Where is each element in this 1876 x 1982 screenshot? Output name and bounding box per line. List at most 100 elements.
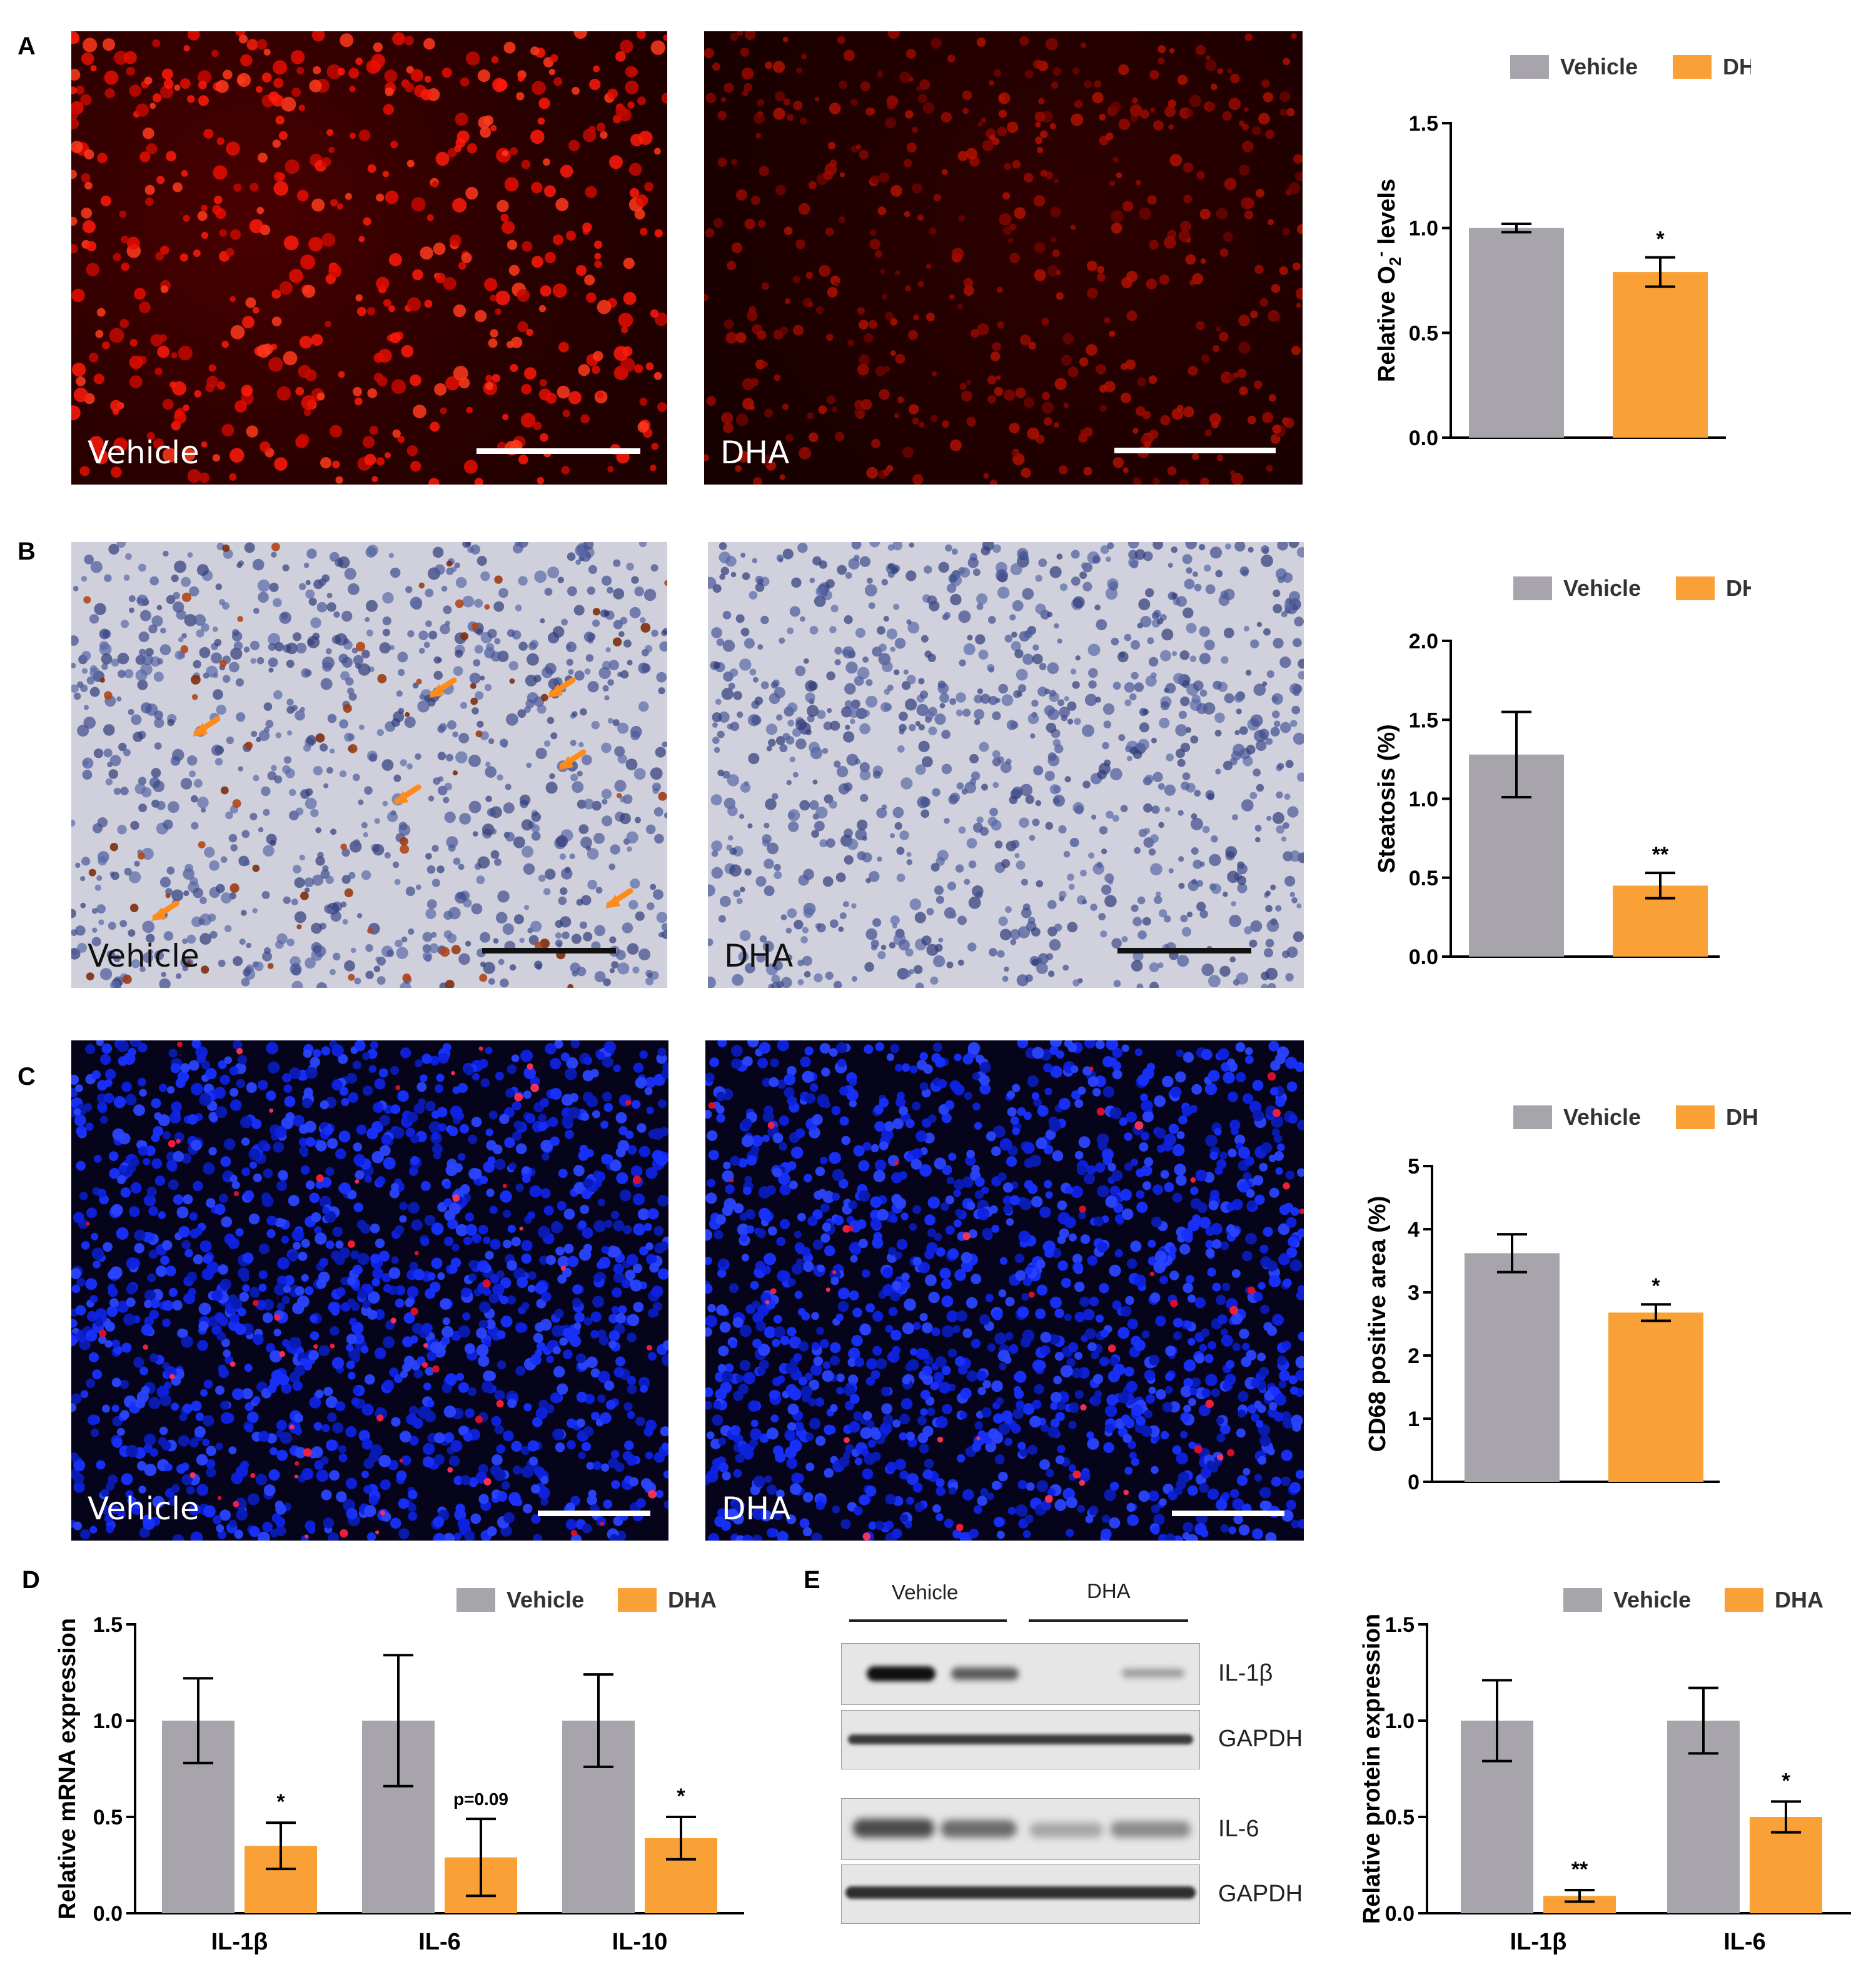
cell-dot xyxy=(515,1143,527,1155)
cell-dot xyxy=(130,820,139,830)
cell-dot xyxy=(554,1040,563,1049)
cell-dot xyxy=(1266,465,1273,472)
cell-dot xyxy=(1072,67,1080,75)
cell-dot xyxy=(376,1414,384,1422)
cell-dot xyxy=(527,1440,539,1452)
cell-dot xyxy=(1266,919,1279,932)
cell-dot xyxy=(166,151,176,162)
cell-dot xyxy=(582,1227,593,1239)
cell-dot xyxy=(100,1054,111,1065)
cell-dot xyxy=(373,42,383,53)
cell-dot xyxy=(1173,673,1184,684)
cell-dot xyxy=(829,626,837,633)
cell-dot xyxy=(123,1313,136,1326)
cell-dot xyxy=(219,1194,228,1203)
cell-dot xyxy=(500,1190,512,1203)
cell-dot xyxy=(639,398,648,406)
cell-dot xyxy=(608,1330,620,1342)
cell-dot xyxy=(101,1043,113,1054)
cell-dot xyxy=(503,802,515,814)
cell-dot xyxy=(163,819,173,830)
cell-dot xyxy=(1036,880,1044,888)
cell-dot xyxy=(1256,621,1263,627)
cell-dot xyxy=(1186,109,1194,117)
cell-dot xyxy=(321,1489,332,1501)
cell-dot xyxy=(948,574,957,583)
cell-dot xyxy=(530,1076,540,1087)
cell-dot xyxy=(866,1358,878,1370)
cell-dot xyxy=(484,604,490,610)
cell-dot xyxy=(1273,314,1281,322)
cell-dot xyxy=(865,107,874,116)
cell-dot xyxy=(597,1052,605,1060)
cell-dot xyxy=(1279,91,1291,103)
cell-dot xyxy=(484,683,492,692)
arrow-head-icon xyxy=(548,684,563,698)
cell-dot xyxy=(178,636,184,643)
cell-dot xyxy=(1082,581,1092,591)
cell-dot xyxy=(1254,825,1262,832)
cell-dot xyxy=(550,54,558,63)
cell-dot xyxy=(1293,931,1304,942)
cell-dot xyxy=(883,469,890,476)
cell-dot xyxy=(281,1117,294,1130)
cell-dot xyxy=(234,1497,247,1511)
cell-dot xyxy=(243,646,250,653)
cell-dot xyxy=(413,1103,425,1114)
cell-dot xyxy=(399,1202,408,1210)
cell-dot xyxy=(1243,625,1249,631)
cell-dot xyxy=(500,1315,513,1328)
cell-dot xyxy=(834,760,841,768)
cell-dot xyxy=(661,630,667,636)
cell-dot xyxy=(626,1254,638,1266)
cell-dot xyxy=(656,1053,667,1064)
cell-dot xyxy=(855,144,862,150)
cell-dot xyxy=(421,1054,432,1064)
cell-dot xyxy=(1183,607,1194,618)
cell-dot xyxy=(501,1481,510,1490)
cell-dot xyxy=(576,898,583,906)
cell-dot xyxy=(530,46,540,56)
cell-dot xyxy=(760,681,769,690)
cell-dot xyxy=(126,1297,136,1307)
cell-dot xyxy=(710,794,722,806)
cell-dot xyxy=(131,959,141,968)
cell-dot xyxy=(152,93,162,103)
cell-dot xyxy=(772,793,779,800)
cell-dot xyxy=(183,214,190,222)
cell-dot xyxy=(1176,1174,1187,1186)
cell-dot xyxy=(417,1406,430,1419)
cell-dot xyxy=(637,1208,650,1220)
cell-dot xyxy=(232,1388,244,1401)
cell-dot xyxy=(909,404,919,415)
cell-dot xyxy=(507,1399,517,1409)
cell-dot xyxy=(198,95,209,106)
cell-dot xyxy=(735,332,747,343)
cell-dot xyxy=(109,1266,123,1279)
cell-dot xyxy=(822,1222,832,1232)
cell-dot xyxy=(222,544,230,552)
cell-dot xyxy=(1140,109,1149,119)
cell-dot xyxy=(378,1454,391,1467)
cell-dot xyxy=(630,1279,642,1292)
cell-dot xyxy=(1088,668,1098,678)
cell-dot xyxy=(656,912,667,923)
cell-dot xyxy=(75,85,85,95)
cell-dot xyxy=(777,1040,789,1052)
cell-dot xyxy=(796,67,803,74)
cell-dot xyxy=(1253,683,1266,696)
cell-dot xyxy=(258,827,264,833)
cell-dot xyxy=(593,1220,606,1232)
cell-dot xyxy=(79,1191,88,1200)
cell-dot xyxy=(838,216,846,224)
cell-dot xyxy=(594,971,606,982)
cell-dot xyxy=(508,1492,521,1505)
cell-dot xyxy=(1168,868,1174,873)
cell-dot xyxy=(1150,863,1162,876)
cell-dot xyxy=(191,1401,202,1412)
cell-dot xyxy=(1117,1327,1130,1339)
cell-dot xyxy=(423,641,430,648)
cell-dot xyxy=(490,124,497,132)
cell-dot xyxy=(238,560,245,566)
cell-dot xyxy=(508,661,518,671)
